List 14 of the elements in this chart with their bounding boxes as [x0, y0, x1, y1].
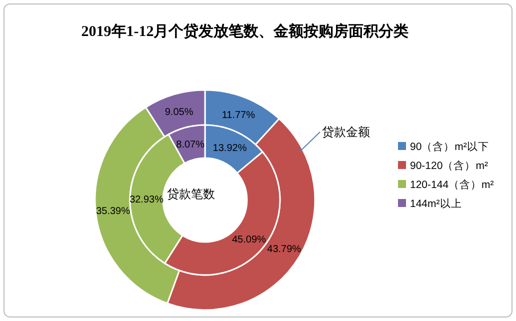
legend-label: 120-144（含）m²: [410, 178, 494, 191]
legend-label: 90-120（含）m²: [410, 159, 488, 172]
slice-label: 贷款笔数: [167, 187, 215, 201]
data-label: 9.05%: [164, 107, 194, 118]
data-label: 13.92%: [212, 143, 247, 154]
data-label: 11.77%: [222, 110, 256, 121]
chart-title: 2019年1-12月个贷发放笔数、金额按购房面积分类: [81, 22, 409, 40]
slice-label: 贷款金额: [322, 125, 370, 139]
legend-label: 90（含）m²以下: [410, 140, 489, 153]
data-label: 8.07%: [176, 139, 205, 150]
data-label: 45.09%: [232, 234, 266, 246]
data-label: 43.79%: [267, 244, 302, 255]
legend-label: 144m²以上: [410, 197, 462, 210]
data-label: 35.39%: [96, 206, 130, 218]
